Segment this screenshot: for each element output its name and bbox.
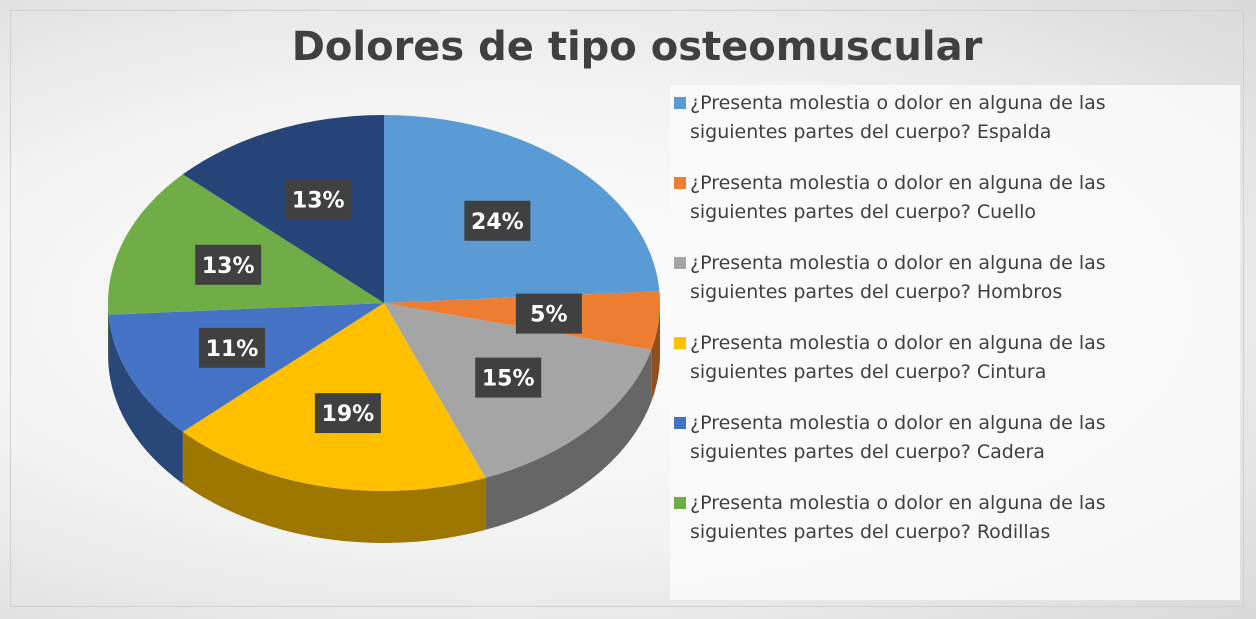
data-label-box: [475, 357, 542, 398]
legend-swatch: [674, 177, 686, 189]
data-label: 5%: [530, 303, 567, 328]
data-label: 13%: [202, 254, 255, 279]
data-label: 11%: [206, 337, 259, 362]
pie-slice-side: [108, 303, 109, 367]
legend-item: ¿Presenta molestia o dolor en alguna de …: [670, 169, 1130, 227]
legend-item: ¿Presenta molestia o dolor en alguna de …: [670, 89, 1130, 147]
data-label: 15%: [482, 367, 535, 392]
data-label: 19%: [322, 402, 375, 427]
legend-label: ¿Presenta molestia o dolor en alguna de …: [690, 252, 1106, 303]
pie-labels: 24% 5% 15% 19% 11% 13% 13%: [195, 179, 582, 434]
data-label-box: [199, 327, 266, 368]
legend-item: ¿Presenta molestia o dolor en alguna de …: [670, 489, 1130, 547]
legend-label: ¿Presenta molestia o dolor en alguna de …: [690, 492, 1106, 543]
pie-slice-side: [108, 314, 183, 484]
legend-item: ¿Presenta molestia o dolor en alguna de …: [670, 329, 1130, 387]
pie-slice-side: [182, 431, 486, 543]
chart-title: Dolores de tipo osteomuscular: [292, 24, 983, 70]
data-label-box: [314, 393, 381, 434]
pie-slice: [108, 174, 384, 315]
legend-label: ¿Presenta molestia o dolor en alguna de …: [690, 92, 1106, 143]
data-label-box: [515, 293, 582, 334]
legend-swatch: [674, 337, 686, 349]
pie-slice-side: [485, 349, 652, 530]
data-label-box: [464, 200, 531, 241]
legend-item: ¿Presenta molestia o dolor en alguna de …: [670, 409, 1130, 467]
legend-item: ¿Presenta molestia o dolor en alguna de …: [670, 249, 1130, 307]
data-label-box: [285, 179, 352, 220]
data-label: 24%: [471, 210, 524, 235]
legend-label: ¿Presenta molestia o dolor en alguna de …: [690, 172, 1106, 223]
chart-frame: [10, 10, 1244, 607]
pie-sides: [108, 303, 660, 543]
data-label-box: [195, 244, 262, 285]
data-label: 13%: [292, 188, 345, 213]
legend-label: ¿Presenta molestia o dolor en alguna de …: [690, 332, 1106, 383]
legend-swatch: [674, 257, 686, 269]
legend-label: ¿Presenta molestia o dolor en alguna de …: [690, 412, 1106, 463]
pie-slice-side: [651, 303, 660, 402]
legend-swatch: [674, 417, 686, 429]
legend: ¿Presenta molestia o dolor en alguna de …: [670, 85, 1240, 600]
legend-swatch: [674, 497, 686, 509]
legend-swatch: [674, 97, 686, 109]
pie-slice: [182, 115, 384, 303]
